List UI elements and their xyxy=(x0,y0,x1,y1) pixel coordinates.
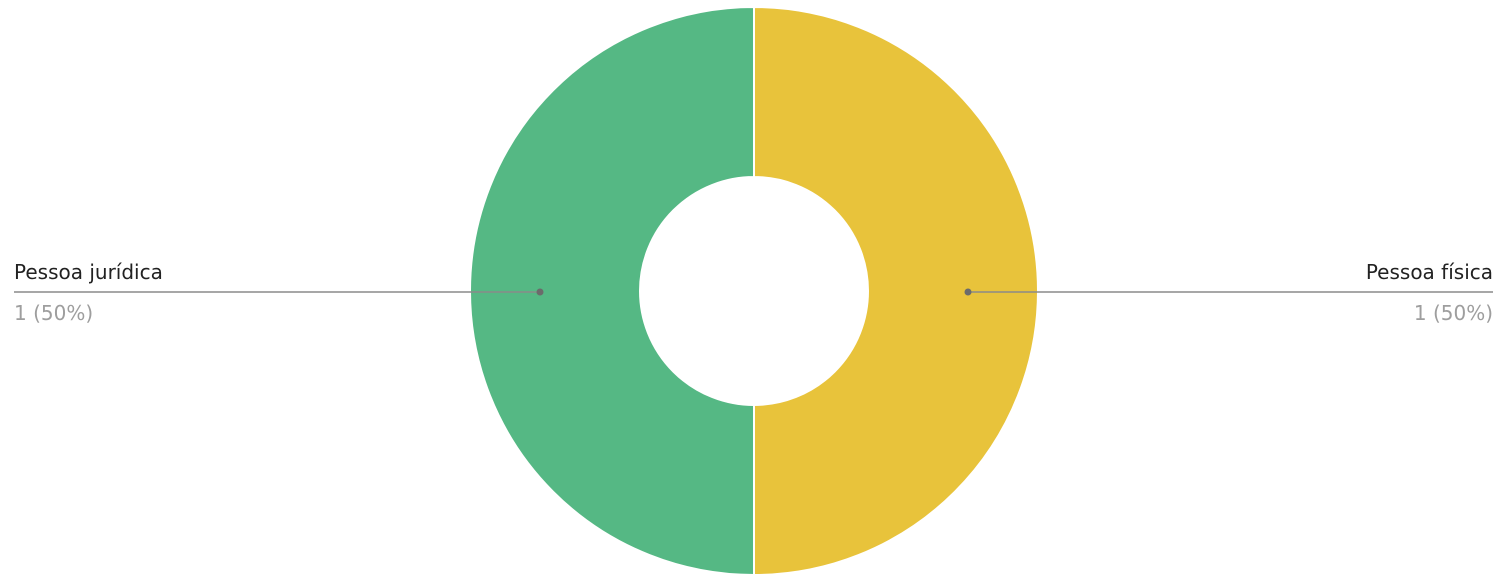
slice-label-pessoa-juridica: Pessoa jurídica xyxy=(14,260,163,284)
slice-value-pessoa-fisica: 1 (50%) xyxy=(1414,301,1493,325)
slice-value-pessoa-juridica: 1 (50%) xyxy=(14,301,93,325)
slice-pessoa-juridica[interactable] xyxy=(469,5,755,574)
labels-layer: Pessoa física 1 (50%) Pessoa jurídica 1 (50… xyxy=(14,260,1493,325)
leader-lines-layer xyxy=(14,288,1493,296)
leader-dot-pessoa-fisica xyxy=(964,288,972,296)
slice-label-pessoa-fisica: Pessoa física xyxy=(1366,260,1493,284)
leader-dot-pessoa-juridica xyxy=(536,288,544,296)
slices-layer xyxy=(469,5,1039,574)
slice-pessoa-fisica[interactable] xyxy=(753,5,1039,574)
